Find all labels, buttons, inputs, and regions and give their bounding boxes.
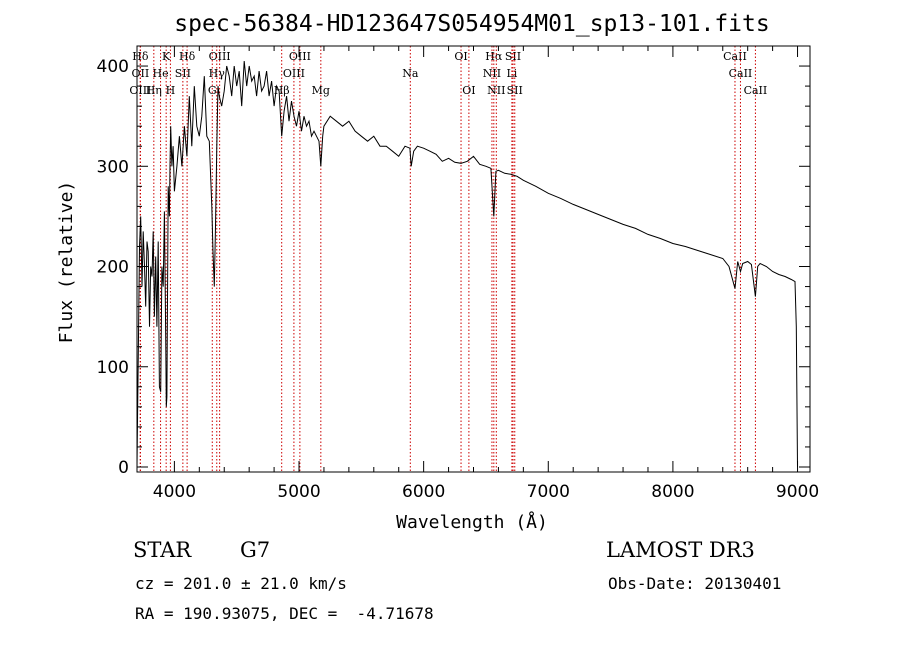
line-label-6: Hα [485, 50, 503, 63]
line-label-5: OI [454, 50, 467, 63]
y-tick-label: 400 [97, 57, 129, 77]
line-label-21: G [208, 84, 217, 97]
plot-frame [136, 45, 811, 473]
survey-name: LAMOST DR3 [606, 538, 755, 562]
line-label-26: SII [507, 84, 523, 97]
line-label-2: Hδ [179, 50, 196, 63]
line-label-7: SII [505, 50, 521, 63]
line-label-19: Hη [146, 84, 162, 97]
x-axis-label: Wavelength (Å) [396, 511, 548, 533]
object-subclass: G7 [240, 538, 271, 562]
line-label-14: Na [402, 67, 419, 80]
line-label-12: Hγ [209, 67, 226, 80]
y-tick-label: 100 [97, 358, 129, 378]
line-label-18: OIII [129, 84, 151, 97]
line-label-25: NII [487, 84, 505, 97]
x-tick-label: 4000 [153, 482, 196, 502]
x-tick-label: 9000 [776, 482, 819, 502]
x-tick-label: 8000 [651, 482, 694, 502]
line-label-9: OII [132, 67, 150, 80]
coordinates: RA = 190.93075, DEC = -4.71678 [135, 604, 434, 623]
y-tick-label: 0 [118, 458, 129, 478]
chart-title: spec-56384-HD123647S054954M01_sp13-101.f… [174, 11, 769, 37]
line-label-10: He [153, 67, 169, 80]
line-label-4: OIII [289, 50, 311, 63]
x-tick-label: 7000 [527, 482, 570, 502]
line-label-23: Mg [312, 84, 330, 97]
x-tick-label: 6000 [402, 482, 445, 502]
obs-date: Obs-Date: 20130401 [608, 574, 782, 593]
line-label-15: NII [483, 67, 501, 80]
line-label-8: CaII [723, 50, 747, 63]
x-tick-label: 5000 [277, 482, 320, 502]
y-axis-label: Flux (relative) [56, 181, 77, 344]
line-label-27: CaII [744, 84, 768, 97]
line-label-13: OIII [283, 67, 305, 80]
redshift-info: cz = 201.0 ± 21.0 km/s [135, 574, 347, 593]
y-tick-label: 300 [97, 157, 129, 177]
spectrum-line [136, 60, 798, 468]
line-label-16: Li [506, 67, 517, 80]
line-label-24: OI [462, 84, 475, 97]
line-label-11: SII [175, 67, 191, 80]
y-tick-label: 200 [97, 258, 129, 278]
object-class: STAR [133, 538, 192, 562]
line-label-17: CaII [729, 67, 753, 80]
line-label-1: K [162, 50, 171, 63]
line-label-20: H [166, 84, 176, 97]
line-label-3: OIII [209, 50, 231, 63]
